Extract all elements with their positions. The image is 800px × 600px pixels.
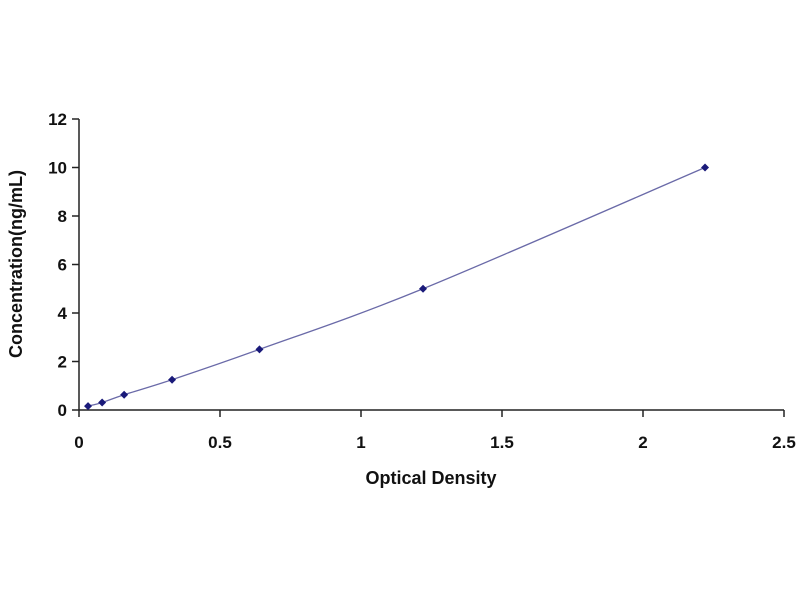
- x-tick-label: 0: [74, 433, 83, 452]
- y-axis-ticks: 0 2 4 6 8 10 12: [48, 110, 79, 420]
- trendline: [87, 166, 706, 407]
- data-points: [84, 163, 710, 411]
- y-tick-label: 0: [58, 401, 67, 420]
- data-point: [168, 375, 177, 384]
- y-tick-label: 8: [58, 207, 67, 226]
- data-point: [84, 402, 93, 411]
- y-axis-title: Concentration(ng/mL): [6, 170, 26, 358]
- y-tick-label: 2: [58, 353, 67, 372]
- data-point: [120, 390, 129, 399]
- data-point: [98, 398, 107, 407]
- x-tick-label: 1.5: [490, 433, 514, 452]
- data-point: [419, 284, 428, 293]
- x-axis-ticks: 0 0.5 1 1.5 2 2.5: [74, 410, 796, 452]
- y-tick-label: 10: [48, 159, 67, 178]
- data-point: [701, 163, 710, 172]
- plot-area: 0 0.5 1 1.5 2 2.5 0 2 4 6 8 10 12: [48, 110, 796, 452]
- x-tick-label: 1: [356, 433, 365, 452]
- x-tick-label: 2.5: [772, 433, 796, 452]
- y-tick-label: 12: [48, 110, 67, 129]
- x-tick-label: 2: [638, 433, 647, 452]
- x-axis-title: Optical Density: [365, 468, 496, 488]
- y-tick-label: 6: [58, 256, 67, 275]
- x-tick-label: 0.5: [208, 433, 232, 452]
- y-tick-label: 4: [58, 304, 68, 323]
- data-point: [255, 345, 264, 354]
